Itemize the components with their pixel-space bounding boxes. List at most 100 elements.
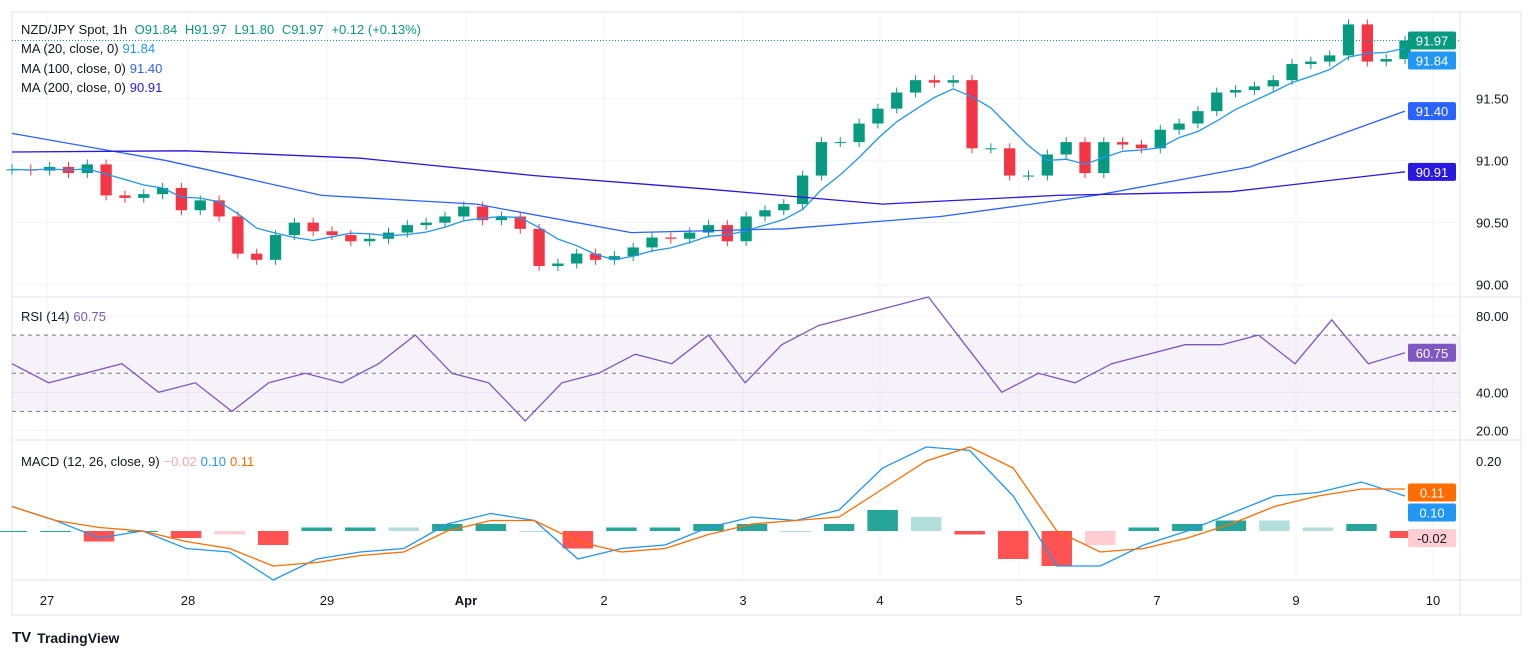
candle [1248,86,1261,91]
macd-histogram-bar [432,524,463,531]
macd-histogram-bar [40,531,71,532]
candle [1079,142,1091,174]
candle [1041,154,1053,176]
rsi-tick-label: 40.00 [1476,385,1509,400]
rsi-legend: RSI (14) 60.75 [21,309,110,324]
macd-histogram-bar [910,517,942,531]
signal-value: 0.11 [229,454,255,469]
candle [1116,142,1129,145]
signal-line [11,446,1405,567]
candle [1154,129,1166,149]
candle [213,200,225,217]
ma100-label: MA (100, close, 0) [21,61,126,76]
x-tick-label: Apr [455,593,477,608]
ma100-badge [1408,102,1456,121]
candle [928,80,941,83]
ma200-badge-text: 90.91 [1416,165,1449,180]
candle [1267,80,1279,87]
macd-histogram-bar [519,531,550,532]
candle [759,210,771,217]
candle [684,232,696,239]
x-tick-label: 10 [1426,593,1440,608]
candle [1399,40,1411,60]
candle [533,228,545,267]
candle [439,216,451,223]
candle [1286,64,1298,81]
macd-badge [1408,503,1456,522]
candle [514,216,526,229]
chart-border [11,11,1522,616]
rsi-label: RSI (14) [21,309,70,324]
macd-badge-text: 0.10 [1419,506,1444,521]
tradingview-logo[interactable]: TV TradingView [12,629,119,646]
macd-tick-label: 0.20 [1476,454,1501,469]
x-tick-label: 7 [1153,593,1160,608]
macd-histogram-bar [1346,524,1377,531]
rsi-tick-label: 80.00 [1476,309,1509,324]
candle [458,206,470,217]
x-tick-label: 27 [40,593,54,608]
macd-histogram-bar [257,531,289,545]
macd-histogram-bar [388,527,420,531]
candle [721,225,733,242]
macd-histogram-bar [649,527,681,531]
macd-histogram-bar [1215,520,1247,531]
candle [571,253,583,264]
candle [702,225,715,233]
x-tick-label: 29 [320,593,334,608]
macd-histogram-bar [1172,524,1203,531]
candle [138,194,150,198]
macd-histogram-bar [0,531,28,532]
candle [627,247,639,257]
candle [646,237,658,248]
candle [1305,61,1317,65]
macd-histogram-bar [562,531,594,549]
rsi-badge [1408,343,1456,362]
macd-histogram-bar [475,524,507,531]
candle [1229,90,1242,93]
ma20-badge-text: 91.84 [1416,54,1449,69]
macd-histogram-bar [997,531,1029,559]
candle [665,237,677,239]
candle [476,206,489,221]
candle [1060,142,1072,155]
ma20-legend: MA (20, close, 0) 91.84 [21,41,159,56]
macd-histogram-bar [345,527,376,531]
candle [589,253,602,260]
macd-histogram-bar [867,510,898,531]
candle [156,187,169,195]
branding-text: TradingView [37,629,120,646]
macd-histogram-bar [954,531,985,535]
ma200-badge [1408,162,1456,181]
candle [1211,92,1223,112]
macd-value: 0.10 [200,454,226,469]
rsi-value: 60.75 [73,309,106,324]
rsi-badge-text: 60.75 [1416,346,1449,361]
macd-histogram-bar [301,527,332,531]
candle [778,204,790,211]
x-tick-label: 4 [876,593,883,608]
candle [872,108,884,124]
candle [608,256,621,260]
candle [119,195,131,198]
x-tick-label: 2 [600,593,607,608]
y-tick-label: 91.50 [1476,92,1509,107]
ma200-line [11,150,1406,205]
candle [1324,55,1336,62]
ma100-line [11,110,1406,234]
candle [232,216,244,254]
rsi-line [11,296,1406,422]
candle [269,235,282,260]
macd-histogram-bar [214,531,245,535]
histogram-value: −0.02 [163,454,197,469]
tradingview-logo-mark: TV [12,629,32,646]
macd-histogram-bar [780,531,811,532]
candle [420,222,432,226]
candle [345,235,357,242]
macd-line [11,446,1406,581]
candle [401,225,413,233]
change-value: +0.12 (+0.13%) [331,22,421,37]
rsi-tick-label: 20.00 [1476,423,1509,438]
macd-histogram-bar [1128,527,1160,531]
